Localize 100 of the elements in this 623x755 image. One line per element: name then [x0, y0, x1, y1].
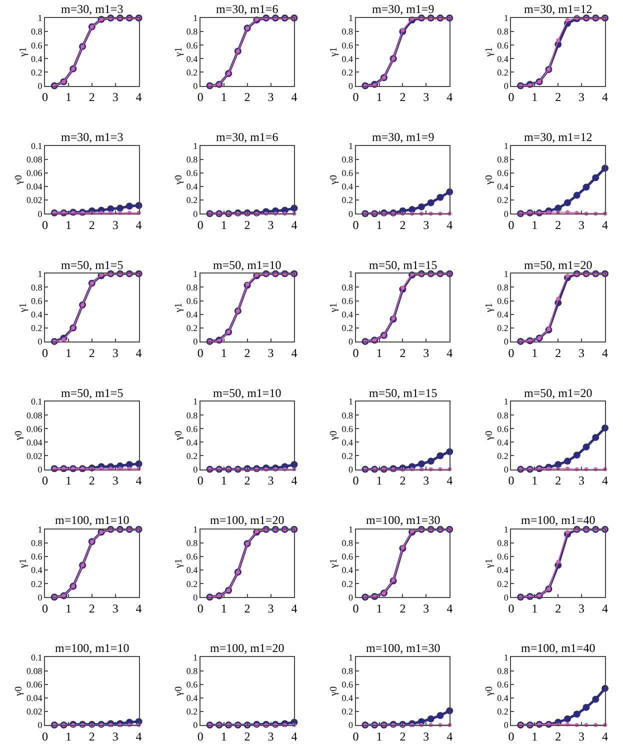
x-tick-label: 4 [446, 346, 453, 360]
x-tick-label: 3 [268, 602, 274, 616]
chart-title: m=50, m1=10 [213, 386, 282, 400]
y-tick-label: 0.8 [186, 666, 198, 676]
x-tick-label: 2 [244, 474, 250, 488]
x-tick-label: 4 [136, 602, 142, 616]
y-tick-label: 1 [504, 396, 508, 407]
y-tick-label: 0.4 [342, 310, 354, 320]
chart-title: m=50, m1=15 [369, 386, 438, 400]
y-tick-label: 0.2 [342, 706, 353, 717]
x-tick-label: 2 [555, 729, 562, 744]
x-tick-label: 4 [136, 346, 142, 360]
y-tick-label: 0 [504, 464, 509, 474]
chart-title: m=30, m1=9 [372, 2, 434, 16]
y-tick-label: 0.6 [497, 679, 509, 690]
y-tick-label: 0.6 [342, 168, 354, 178]
y-tick-label: 0.4 [497, 565, 509, 576]
x-tick-label: 1 [65, 474, 72, 488]
y-tick-label: 0.4 [186, 693, 198, 704]
x-tick-label: 1 [65, 346, 72, 360]
x-tick-label: 1 [220, 474, 227, 488]
y-tick-label: 0.8 [497, 410, 509, 420]
x-tick-label: 3 [112, 729, 118, 744]
y-axis-title: γ1 [484, 47, 496, 58]
chart-title: m=50, m1=20 [524, 386, 592, 400]
x-tick-label: 1 [532, 346, 538, 360]
y-tick-label: 0.8 [497, 26, 509, 37]
point [427, 199, 434, 206]
y-tick-label: 0.4 [497, 182, 509, 192]
y-tick-label: 0 [193, 592, 198, 602]
x-tick-label: 4 [136, 729, 142, 744]
y-axis-title: γ1 [328, 47, 340, 58]
y-tick-label: 0.8 [186, 282, 198, 292]
y-tick-label: 0 [348, 80, 354, 91]
x-tick-label: 2 [88, 90, 95, 104]
x-tick-label: 1 [220, 90, 227, 104]
x-tick-label: 2 [88, 602, 95, 616]
y-axis-title: γ0 [328, 430, 340, 442]
y-tick-label: 1 [504, 268, 508, 279]
x-tick-label: 3 [578, 474, 585, 488]
x-tick-label: 3 [112, 218, 118, 232]
x-tick-label: 4 [446, 729, 453, 744]
x-tick-label: 1 [376, 218, 382, 232]
y-tick-label: 0.8 [342, 154, 354, 165]
x-tick-label: 1 [376, 90, 382, 104]
y-tick-label: 0.8 [186, 26, 198, 37]
point [565, 530, 570, 534]
y-tick-label: 0.8 [342, 26, 354, 37]
x-tick-label: 2 [555, 474, 562, 488]
y-tick-label: 0.2 [497, 706, 508, 717]
y-tick-label: 0.4 [186, 182, 198, 192]
point [573, 710, 580, 718]
x-tick-label: 2 [400, 90, 406, 104]
x-tick-label: 3 [578, 346, 585, 360]
x-tick-label: 1 [376, 474, 382, 488]
x-tick-label: 1 [65, 218, 72, 232]
x-tick-label: 3 [112, 474, 118, 488]
point [62, 337, 66, 342]
x-tick-label: 2 [244, 729, 250, 744]
y-tick-label: 0.2 [497, 578, 508, 589]
chart-title: m=30, m1=6 [216, 130, 278, 144]
y-tick-label: 1 [193, 524, 198, 535]
y-tick-label: 0 [348, 336, 354, 347]
y-axis-title: γ0 [328, 686, 340, 697]
y-tick-label: 1 [38, 524, 42, 535]
x-tick-label: 2 [244, 90, 250, 104]
point [592, 174, 600, 182]
x-tick-label: 2 [244, 346, 250, 360]
y-tick-label: 0.6 [497, 296, 509, 306]
point [400, 286, 405, 290]
y-tick-label: 0 [348, 464, 354, 474]
point [556, 296, 560, 301]
x-tick-label: 4 [291, 346, 298, 360]
y-axis-title: γ0 [173, 686, 184, 697]
y-axis-title: γ0 [13, 686, 24, 697]
y-tick-label: 1 [504, 141, 508, 151]
y-tick-label: 0 [38, 720, 43, 730]
y-tick-label: 0.8 [30, 26, 43, 37]
y-tick-label: 0 [193, 80, 198, 91]
point [573, 452, 580, 459]
y-axis-title: γ0 [173, 430, 184, 442]
x-tick-label: 1 [376, 729, 382, 744]
y-tick-label: 1 [504, 524, 508, 535]
chart-title: m=30, m1=3 [61, 2, 124, 16]
chart-title: m=100, m1=40 [521, 513, 596, 527]
x-tick-label: 4 [291, 90, 298, 104]
x-tick-label: 3 [578, 729, 585, 744]
x-tick-label: 4 [602, 90, 608, 104]
y-tick-label: 0.2 [30, 323, 42, 334]
y-tick-label: 0.6 [497, 552, 509, 562]
y-tick-label: 1 [348, 396, 353, 407]
y-tick-label: 0.06 [26, 679, 43, 690]
point [427, 715, 434, 722]
y-tick-label: 0.8 [497, 282, 509, 292]
y-axis-title: γ0 [484, 686, 496, 697]
y-tick-label: 0.02 [26, 195, 42, 206]
y-tick-label: 0.2 [497, 450, 508, 461]
x-tick-label: 1 [220, 346, 227, 360]
x-tick-label: 3 [423, 729, 430, 744]
y-tick-label: 0 [504, 208, 509, 219]
